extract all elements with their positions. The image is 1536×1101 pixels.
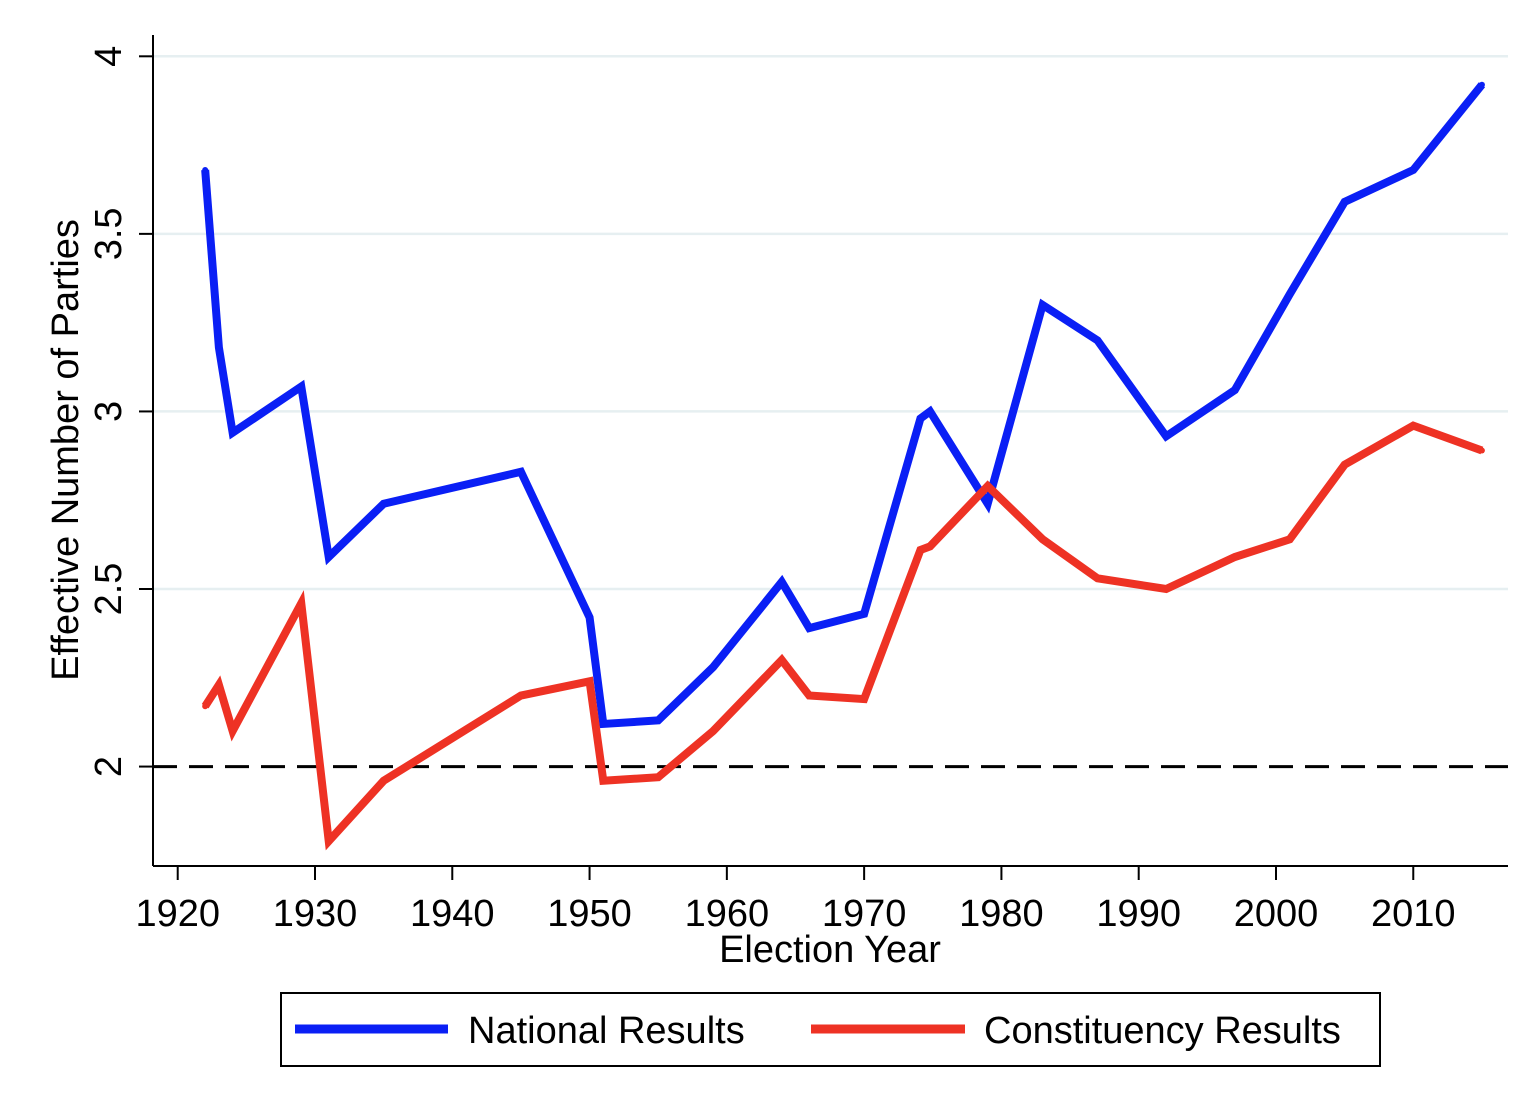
x-tick-label: 1970 xyxy=(822,893,907,935)
data-point xyxy=(298,383,305,390)
y-tick-label: 3 xyxy=(88,401,130,422)
data-point xyxy=(1478,81,1485,88)
data-point xyxy=(710,728,717,735)
data-point xyxy=(1410,422,1417,429)
data-point xyxy=(1163,586,1170,592)
legend-label-constituency: Constituency Results xyxy=(984,1010,1341,1052)
data-point xyxy=(1094,337,1101,344)
series-line-constituency xyxy=(201,421,1484,851)
x-tick-label: 1920 xyxy=(135,893,220,935)
x-tick-label: 1950 xyxy=(547,893,632,935)
data-point xyxy=(215,344,222,351)
data-point xyxy=(229,728,236,735)
data-point xyxy=(1478,447,1485,454)
data-point xyxy=(586,614,593,621)
data-point xyxy=(380,500,387,507)
data-point xyxy=(600,720,607,727)
x-tick-label: 2000 xyxy=(1234,893,1319,935)
legend: National Results Constituency Results xyxy=(280,992,1381,1067)
data-point xyxy=(861,696,868,703)
data-point xyxy=(1286,291,1293,298)
x-tick-label: 2010 xyxy=(1371,893,1456,935)
gridlines xyxy=(153,55,1508,591)
data-point xyxy=(861,610,868,617)
x-tick-label: 1940 xyxy=(410,893,495,935)
data-point xyxy=(215,681,222,688)
data-point xyxy=(806,625,813,632)
data-point xyxy=(984,500,991,507)
data-point xyxy=(1039,301,1046,308)
y-axis-label: Effective Number of Parties xyxy=(45,219,87,681)
x-tick-label: 1990 xyxy=(1096,893,1181,935)
data-point xyxy=(1039,536,1046,543)
data-point xyxy=(984,483,991,490)
data-point xyxy=(517,692,524,699)
data-point xyxy=(202,703,209,710)
data-point xyxy=(517,468,524,475)
data-point xyxy=(1094,575,1101,582)
x-axis-label: Election Year xyxy=(719,929,941,971)
legend-label-national: National Results xyxy=(468,1010,745,1052)
data-point xyxy=(325,838,332,845)
data-point xyxy=(927,543,934,550)
data-point xyxy=(655,774,662,781)
data-point xyxy=(1163,433,1170,440)
axes: 2 2.5 3 3.5 4 1920 1930 1940 1950 1960 1970 1980 199… xyxy=(88,35,1508,935)
y-tick-label: 4 xyxy=(88,46,130,67)
data-point xyxy=(586,678,593,685)
data-point xyxy=(600,777,607,784)
data-point xyxy=(202,166,209,173)
data-point xyxy=(710,664,717,671)
data-point xyxy=(1341,198,1348,205)
data-point xyxy=(1231,554,1238,561)
data-point xyxy=(229,429,236,436)
y-tick-label: 3.5 xyxy=(88,207,130,260)
data-point xyxy=(325,554,332,561)
data-point xyxy=(298,600,305,607)
x-tick-label: 1930 xyxy=(273,893,358,935)
data-point xyxy=(917,546,924,553)
series-lines xyxy=(201,81,1486,851)
y-tick-label: 2.5 xyxy=(88,563,130,616)
data-point xyxy=(1286,536,1293,543)
data-point xyxy=(917,415,924,422)
data-point xyxy=(806,692,813,699)
series-line-national xyxy=(201,82,1486,729)
data-point xyxy=(927,408,934,415)
data-point xyxy=(655,717,662,724)
x-tick-label: 1980 xyxy=(959,893,1044,935)
data-point xyxy=(778,578,785,585)
data-point xyxy=(1341,461,1348,468)
data-point xyxy=(778,657,785,664)
x-tick-label: 1960 xyxy=(685,893,770,935)
data-point xyxy=(1410,166,1417,173)
data-point xyxy=(1231,387,1238,394)
y-tick-label: 2 xyxy=(88,756,130,777)
data-point xyxy=(380,777,387,784)
